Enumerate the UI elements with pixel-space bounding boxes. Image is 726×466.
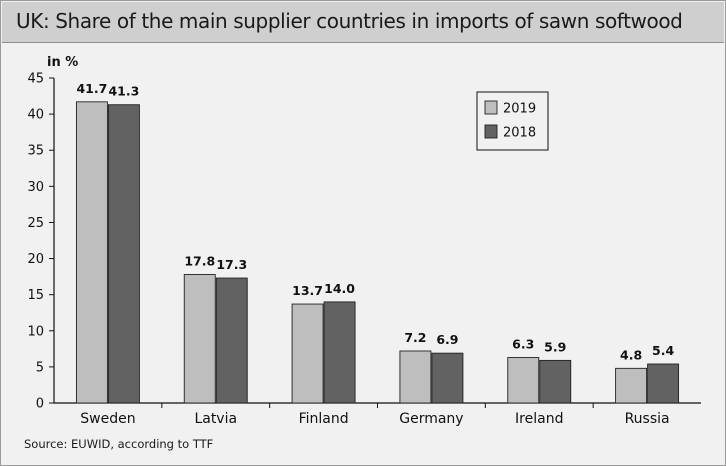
bar-2018-ireland xyxy=(539,359,572,404)
bar-2019-russia xyxy=(615,367,648,404)
data-label: 7.2 xyxy=(404,330,426,345)
data-label: 41.7 xyxy=(76,81,107,96)
bar-2018-sweden xyxy=(107,104,140,404)
data-label: 13.7 xyxy=(292,283,323,298)
x-tick-label: Latvia xyxy=(194,411,237,427)
bar-2018-germany xyxy=(431,352,464,404)
legend-label-2019: 2019 xyxy=(503,102,536,117)
bar-2019-ireland xyxy=(507,357,540,404)
legend-swatch-2019 xyxy=(484,100,498,115)
data-label: 41.3 xyxy=(108,84,139,99)
y-tick-label: 35 xyxy=(27,144,44,159)
bar-2018-latvia xyxy=(215,277,248,404)
data-label: 4.8 xyxy=(620,347,642,362)
y-tick-label: 15 xyxy=(27,288,44,303)
data-label: 6.9 xyxy=(436,332,458,347)
x-tick-label: Sweden xyxy=(80,411,135,427)
y-tick-label: 40 xyxy=(27,108,44,123)
y-tick-label: 45 xyxy=(27,72,44,87)
x-tick-label: Finland xyxy=(299,411,349,427)
bar-2018-russia xyxy=(647,363,680,404)
label-layer: 41.7 41.3 17.8 17.3 13.7 14.0 7.2 6.9 6.3 5.9 4.8 5… xyxy=(76,81,674,363)
bar-2019-latvia xyxy=(183,273,216,404)
x-tick-label: Ireland xyxy=(515,411,563,427)
legend-label-2018: 2018 xyxy=(503,126,536,141)
legend-swatch-2018 xyxy=(484,124,498,139)
y-tick-label: 30 xyxy=(27,180,44,195)
bar-2018-finland xyxy=(323,301,356,404)
chart-title: UK: Share of the main supplier countries… xyxy=(16,9,683,33)
bar-2019-sweden xyxy=(75,101,108,404)
x-tick-label: Germany xyxy=(399,411,463,427)
y-tick-label: 0 xyxy=(36,397,44,412)
y-tick-label: 25 xyxy=(27,216,44,231)
data-label: 6.3 xyxy=(512,337,534,352)
y-axis-label: in % xyxy=(47,55,78,70)
legend: 2019 2018 xyxy=(476,91,549,151)
data-label: 5.9 xyxy=(544,339,566,354)
data-label: 17.8 xyxy=(184,253,215,268)
y-tick-label: 5 xyxy=(36,360,44,375)
title-bar: UK: Share of the main supplier countries… xyxy=(2,2,724,43)
data-label: 17.3 xyxy=(216,257,247,272)
bar-2019-germany xyxy=(399,350,432,404)
data-label: 14.0 xyxy=(324,281,355,296)
y-tick-label: 10 xyxy=(27,324,44,339)
bar-2019-finland xyxy=(291,303,324,404)
data-label: 5.4 xyxy=(652,343,674,358)
x-tick-label: Russia xyxy=(625,411,670,427)
bar-layer xyxy=(75,101,680,404)
y-tick-label: 20 xyxy=(27,252,44,267)
source-note: Source: EUWID, according to TTF xyxy=(24,437,214,451)
